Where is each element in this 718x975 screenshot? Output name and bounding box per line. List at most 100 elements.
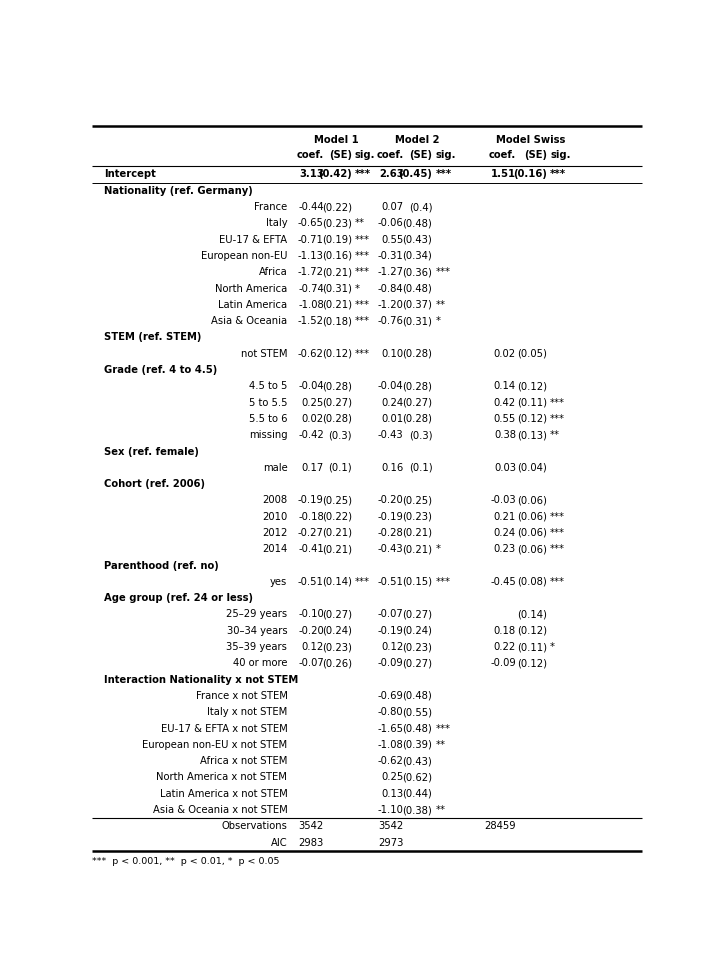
Text: ***: *** <box>355 577 370 587</box>
Text: -0.41: -0.41 <box>298 544 324 555</box>
Text: (0.45): (0.45) <box>398 170 432 179</box>
Text: (0.06): (0.06) <box>517 512 547 522</box>
Text: (0.11): (0.11) <box>517 643 547 652</box>
Text: 0.10: 0.10 <box>381 349 404 359</box>
Text: -0.62: -0.62 <box>298 349 324 359</box>
Text: (0.22): (0.22) <box>322 202 352 212</box>
Text: Observations: Observations <box>221 821 287 832</box>
Text: -0.19: -0.19 <box>298 495 324 505</box>
Text: (0.06): (0.06) <box>517 544 547 555</box>
Text: -0.43: -0.43 <box>378 544 404 555</box>
Text: Age group (ref. 24 or less): Age group (ref. 24 or less) <box>103 593 253 604</box>
Text: 4.5 to 5: 4.5 to 5 <box>249 381 287 391</box>
Text: (0.21): (0.21) <box>322 528 352 538</box>
Text: (0.34): (0.34) <box>403 251 432 261</box>
Text: 0.18: 0.18 <box>494 626 516 636</box>
Text: Interaction Nationality x not STEM: Interaction Nationality x not STEM <box>103 675 298 684</box>
Text: 0.25: 0.25 <box>302 398 324 408</box>
Text: (0.26): (0.26) <box>322 658 352 669</box>
Text: (0.21): (0.21) <box>322 544 352 555</box>
Text: 0.25: 0.25 <box>381 772 404 783</box>
Text: 0.12: 0.12 <box>381 643 404 652</box>
Text: (0.27): (0.27) <box>402 609 432 619</box>
Text: (0.16): (0.16) <box>322 251 352 261</box>
Text: coef.: coef. <box>489 150 516 160</box>
Text: 28459: 28459 <box>485 821 516 832</box>
Text: -0.04: -0.04 <box>378 381 404 391</box>
Text: (0.27): (0.27) <box>402 398 432 408</box>
Text: -0.28: -0.28 <box>378 528 404 538</box>
Text: 0.21: 0.21 <box>494 512 516 522</box>
Text: **: ** <box>435 740 445 750</box>
Text: (0.28): (0.28) <box>402 414 432 424</box>
Text: -0.51: -0.51 <box>298 577 324 587</box>
Text: Italy x not STEM: Italy x not STEM <box>207 707 287 718</box>
Text: (0.23): (0.23) <box>322 218 352 228</box>
Text: 0.24: 0.24 <box>381 398 404 408</box>
Text: (0.4): (0.4) <box>409 202 432 212</box>
Text: (0.14): (0.14) <box>517 609 547 619</box>
Text: Cohort (ref. 2006): Cohort (ref. 2006) <box>103 479 205 489</box>
Text: ***: *** <box>435 170 452 179</box>
Text: -0.62: -0.62 <box>378 757 404 766</box>
Text: -0.45: -0.45 <box>490 577 516 587</box>
Text: sig.: sig. <box>435 150 456 160</box>
Text: 0.16: 0.16 <box>381 463 404 473</box>
Text: 0.03: 0.03 <box>494 463 516 473</box>
Text: Grade (ref. 4 to 4.5): Grade (ref. 4 to 4.5) <box>103 365 217 375</box>
Text: North America x not STEM: North America x not STEM <box>157 772 287 783</box>
Text: (0.24): (0.24) <box>402 626 432 636</box>
Text: (0.27): (0.27) <box>322 609 352 619</box>
Text: Latin America x not STEM: Latin America x not STEM <box>159 789 287 799</box>
Text: (0.39): (0.39) <box>402 740 432 750</box>
Text: (0.14): (0.14) <box>322 577 352 587</box>
Text: (0.31): (0.31) <box>402 316 432 326</box>
Text: male: male <box>263 463 287 473</box>
Text: sig.: sig. <box>355 150 376 160</box>
Text: 1.51: 1.51 <box>491 170 516 179</box>
Text: -1.08: -1.08 <box>378 740 404 750</box>
Text: ***: *** <box>550 544 565 555</box>
Text: (0.05): (0.05) <box>517 349 547 359</box>
Text: (0.21): (0.21) <box>402 528 432 538</box>
Text: ***: *** <box>355 170 371 179</box>
Text: (0.37): (0.37) <box>402 300 432 310</box>
Text: ***: *** <box>355 267 370 277</box>
Text: coef.: coef. <box>297 150 324 160</box>
Text: (0.12): (0.12) <box>322 349 352 359</box>
Text: ***: *** <box>435 723 450 733</box>
Text: (0.04): (0.04) <box>517 463 547 473</box>
Text: ***: *** <box>435 267 450 277</box>
Text: ***: *** <box>550 170 567 179</box>
Text: -0.18: -0.18 <box>298 512 324 522</box>
Text: *: * <box>550 643 555 652</box>
Text: ***  p < 0.001, **  p < 0.01, *  p < 0.05: *** p < 0.001, ** p < 0.01, * p < 0.05 <box>92 857 279 866</box>
Text: ***: *** <box>435 577 450 587</box>
Text: -0.04: -0.04 <box>298 381 324 391</box>
Text: (0.62): (0.62) <box>402 772 432 783</box>
Text: -0.09: -0.09 <box>490 658 516 669</box>
Text: (0.06): (0.06) <box>517 495 547 505</box>
Text: -0.42: -0.42 <box>298 430 324 440</box>
Text: (0.12): (0.12) <box>517 658 547 669</box>
Text: 2012: 2012 <box>262 528 287 538</box>
Text: **: ** <box>550 430 560 440</box>
Text: (0.1): (0.1) <box>328 463 352 473</box>
Text: -0.07: -0.07 <box>298 658 324 669</box>
Text: -0.09: -0.09 <box>378 658 404 669</box>
Text: -1.27: -1.27 <box>378 267 404 277</box>
Text: (0.1): (0.1) <box>409 463 432 473</box>
Text: ***: *** <box>355 251 370 261</box>
Text: **: ** <box>435 805 445 815</box>
Text: (0.48): (0.48) <box>403 218 432 228</box>
Text: 35–39 years: 35–39 years <box>226 643 287 652</box>
Text: not STEM: not STEM <box>241 349 287 359</box>
Text: 0.55: 0.55 <box>494 414 516 424</box>
Text: *: * <box>435 316 440 326</box>
Text: **: ** <box>355 218 365 228</box>
Text: (0.06): (0.06) <box>517 528 547 538</box>
Text: (0.08): (0.08) <box>517 577 547 587</box>
Text: European non-EU: European non-EU <box>201 251 287 261</box>
Text: -0.03: -0.03 <box>490 495 516 505</box>
Text: -0.76: -0.76 <box>378 316 404 326</box>
